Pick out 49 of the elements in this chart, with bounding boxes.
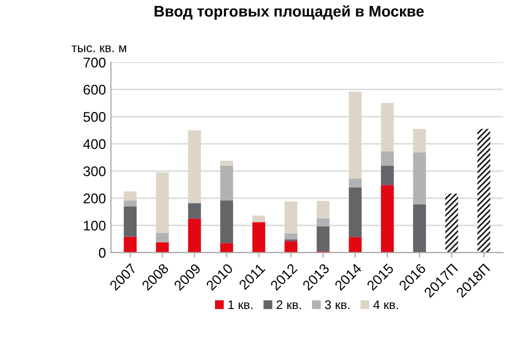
- bar: [188, 130, 201, 204]
- y-tick-label: 300: [83, 166, 106, 176]
- bar: [156, 242, 169, 253]
- bar: [316, 200, 330, 218]
- legend-label: 4 кв.: [373, 300, 398, 310]
- y-tick-label: 500: [83, 112, 106, 122]
- bar: [156, 172, 169, 234]
- bar: [413, 152, 426, 204]
- y-tick-label: 200: [84, 194, 106, 204]
- bar: [220, 200, 234, 244]
- bar: [124, 200, 137, 206]
- bar: [413, 128, 426, 153]
- bar: [252, 216, 266, 222]
- bar: [220, 166, 234, 200]
- bar: [380, 151, 394, 166]
- y-tick-label: 400: [83, 139, 106, 150]
- bar: [220, 243, 234, 253]
- bar: [380, 103, 394, 152]
- legend-label: 1 кв.: [228, 300, 252, 310]
- bar: [284, 241, 298, 253]
- y-tick-label: 600: [84, 84, 106, 95]
- bar: [156, 233, 169, 242]
- bar: [477, 128, 490, 253]
- bar: [380, 166, 394, 186]
- bar: [124, 236, 137, 253]
- legend-label: 2 кв.: [276, 300, 301, 310]
- bar: [413, 204, 426, 253]
- bar: [348, 178, 362, 188]
- bar: [124, 206, 137, 237]
- bar: [188, 218, 201, 253]
- bar: [252, 222, 266, 253]
- bar: [124, 191, 137, 200]
- bar: [380, 185, 394, 253]
- bar: [348, 187, 362, 238]
- bar: [220, 160, 234, 166]
- bar: [188, 203, 201, 219]
- y-tick-label: 700: [84, 58, 106, 68]
- bar: [284, 234, 298, 240]
- bar: [316, 218, 330, 226]
- bar: [316, 226, 330, 252]
- legend-label: 3 кв.: [324, 300, 350, 310]
- bar: [445, 194, 458, 253]
- bar: [284, 201, 298, 234]
- bar: [348, 237, 362, 253]
- bar: [348, 92, 362, 179]
- y-tick-label: 100: [84, 220, 106, 231]
- y-axis-title: тыс. кв. м: [72, 45, 126, 52]
- y-tick-label: 0: [98, 248, 106, 258]
- chart-title: Ввод торговых площадей в Москве: [154, 5, 424, 20]
